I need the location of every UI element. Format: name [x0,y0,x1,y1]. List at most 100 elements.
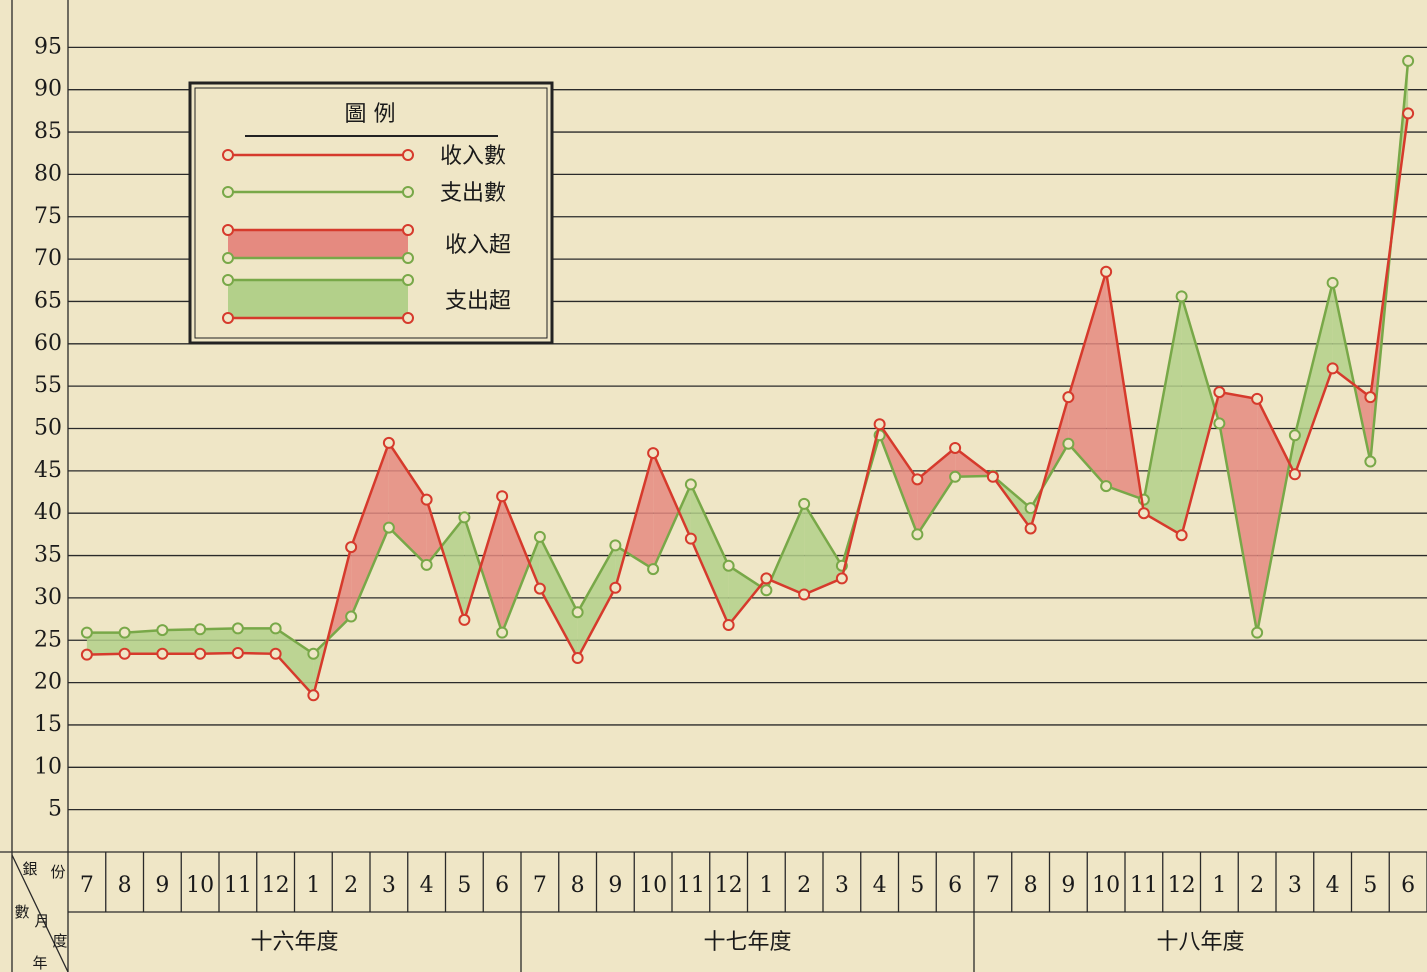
x-tick-label: 6 [1401,873,1415,898]
surplus-fill [275,628,314,696]
point [986,470,999,483]
x-tick-label: 9 [1061,873,1075,898]
x-tick-label: 11 [224,873,252,898]
point [1175,290,1188,303]
x-tick-label: 2 [1250,873,1264,898]
point [609,581,622,594]
point [798,588,811,601]
point [420,558,433,571]
point [684,532,697,545]
point [1175,529,1188,542]
point [382,436,395,449]
point [194,623,207,636]
point [609,539,622,552]
x-tick-label: 4 [1326,873,1340,898]
corner-diagonal [11,854,69,972]
point [760,572,773,585]
x-tick-label: 12 [262,873,290,898]
legend-title: 圖 例 [345,102,396,127]
point [533,582,546,595]
x-tick-label: 10 [186,873,214,898]
surplus-fill [539,536,578,659]
corner-label: 年 [32,954,47,972]
x-tick-label: 12 [1168,873,1196,898]
legend-label: 支出數 [440,181,506,206]
x-tick-label: 8 [571,873,585,898]
point [1326,362,1339,375]
point [835,572,848,585]
point [420,493,433,506]
surplus-fill [1068,271,1107,487]
legend-marker [222,224,234,236]
point [647,447,660,460]
surplus-fill [653,453,679,570]
surplus-fill [441,517,465,620]
point [156,624,169,637]
legend-swatch [228,230,408,258]
point [760,584,773,597]
surplus-fill [464,517,481,620]
y-tick-label: 80 [34,161,62,186]
point [156,647,169,660]
point [118,647,131,660]
surplus-fill [1257,398,1290,633]
y-tick-label: 30 [34,585,62,610]
legend-marker [222,149,234,161]
point [1213,417,1226,430]
point [1326,276,1339,289]
legend-marker [402,312,414,324]
corner-label: 銀 [22,860,37,878]
point [1288,429,1301,442]
point [1288,468,1301,481]
surplus-fill [1143,296,1182,536]
y-tick-label: 70 [34,246,62,271]
point [80,648,93,661]
point [458,511,471,524]
corner-label: 數 [14,903,29,921]
point [571,652,584,665]
surplus-fill [480,496,503,633]
point [231,646,244,659]
y-tick-label: 95 [34,34,62,59]
surplus-fill [502,496,530,633]
point [345,541,358,554]
x-tick-label: 8 [1024,873,1038,898]
y-tick-label: 15 [34,712,62,737]
point [1213,386,1226,399]
x-tick-label: 3 [835,873,849,898]
legend-box-inner [194,87,548,339]
legend-swatch [228,280,408,318]
point [1100,265,1113,278]
point [1062,391,1075,404]
point [231,622,244,635]
legend-marker [222,186,234,198]
group-label: 十六年度 [250,930,338,955]
surplus-fill [529,536,540,589]
x-tick-label: 4 [420,873,434,898]
x-tick-label: 7 [986,873,1000,898]
point [911,473,924,486]
x-tick-label: 7 [80,873,94,898]
x-tick-label: 10 [639,873,667,898]
y-tick-label: 35 [34,543,62,568]
legend-marker [222,274,234,286]
legend-label: 收入數 [440,144,506,169]
y-tick-label: 85 [34,119,62,144]
surplus-fill [1181,296,1215,536]
point [80,626,93,639]
point [1062,437,1075,450]
surplus-fill [728,565,761,626]
point [647,563,660,576]
surplus-fill [237,628,276,654]
legend-label: 收入超 [445,233,511,258]
point [1402,54,1415,67]
x-tick-label: 6 [948,873,962,898]
x-tick-label: 12 [715,873,743,898]
x-tick-label: 8 [118,873,132,898]
x-tick-label: 10 [1092,873,1120,898]
legend-marker [222,252,234,264]
group-label: 十七年度 [703,930,791,955]
y-tick-label: 25 [34,627,62,652]
surplus-fill [1219,392,1258,633]
